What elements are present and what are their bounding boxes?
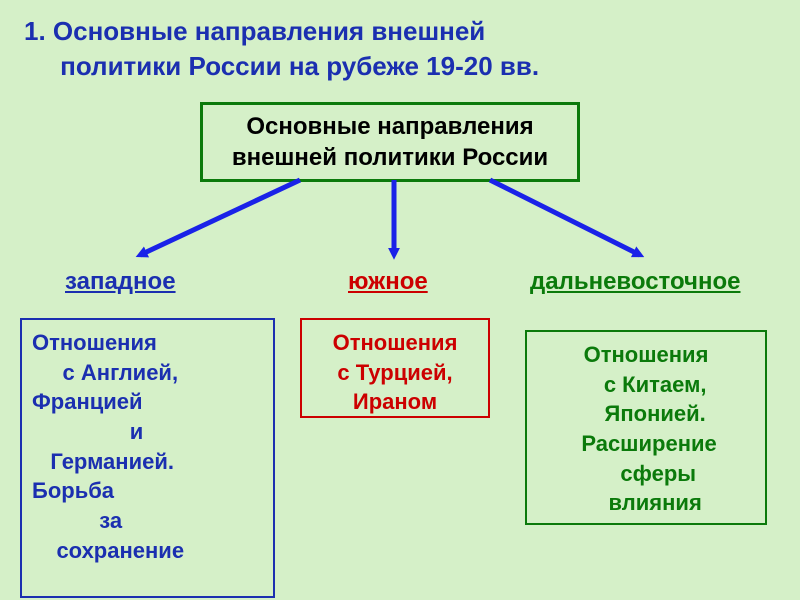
root-line1: Основные направления <box>246 113 533 140</box>
title-line2: политики России на рубеже 19-20 вв. <box>24 51 539 81</box>
root-line2: внешней политики России <box>232 144 548 171</box>
direction-label-южное: южное <box>348 268 428 296</box>
leaf-west: Отношения с Англией,Францией и Германией… <box>20 318 275 598</box>
leaf-east: Отношения с Китаем, Японией. Расширение … <box>525 330 767 525</box>
arrows-layer <box>0 175 800 265</box>
direction-label-дальневосточное: дальневосточное <box>530 268 741 296</box>
root-node: Основные направления внешней политики Ро… <box>200 102 580 182</box>
leaf-south: Отношенияс Турцией,Ираном <box>300 318 490 418</box>
slide-title: 1. Основные направления внешней политики… <box>0 0 800 94</box>
direction-label-западное: западное <box>65 268 176 296</box>
title-line1: 1. Основные направления внешней <box>24 16 485 46</box>
